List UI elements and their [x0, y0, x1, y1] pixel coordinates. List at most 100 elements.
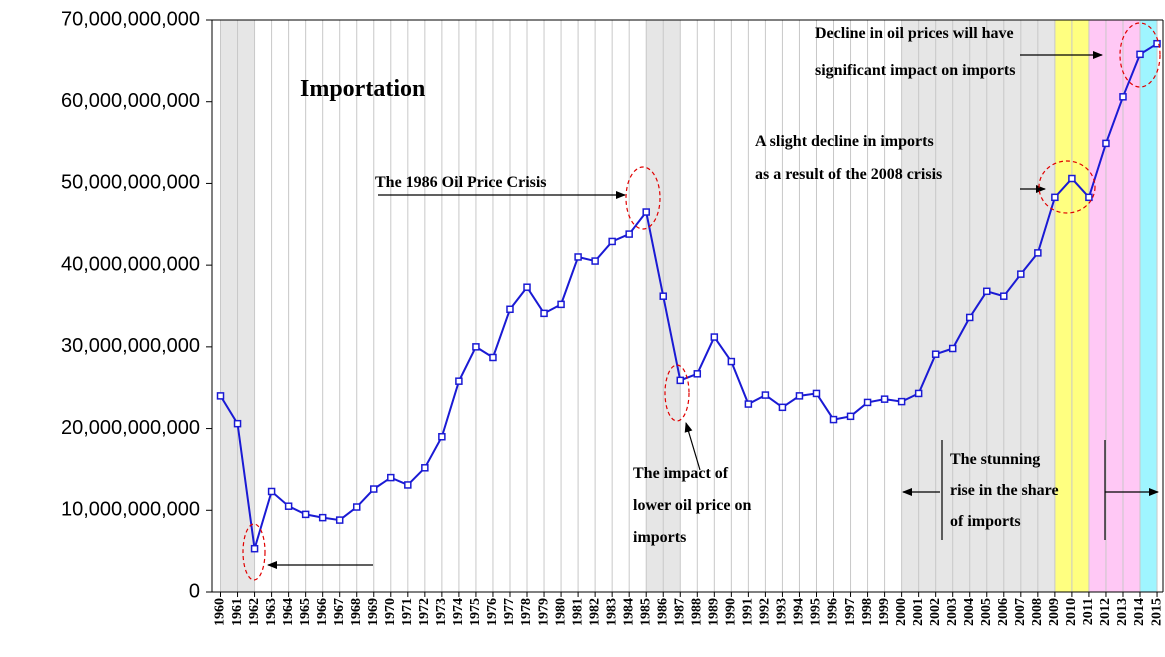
x-tick-label: 1972 [417, 598, 432, 626]
x-tick-label: 1983 [604, 598, 619, 626]
x-tick-label: 2009 [1047, 598, 1062, 626]
x-tick-label: 2010 [1064, 598, 1079, 626]
y-tick-label: 10,000,000,000 [61, 499, 200, 521]
data-point [233, 419, 242, 428]
x-tick-label: 2005 [979, 598, 994, 626]
data-point [812, 389, 821, 398]
data-point [676, 376, 685, 385]
x-tick-label: 1986 [655, 598, 670, 626]
x-tick-label: 1999 [877, 598, 892, 626]
data-point [557, 300, 565, 309]
data-point [1136, 50, 1144, 59]
shaded-region [1088, 20, 1141, 592]
y-tick-label: 20,000,000,000 [61, 417, 200, 439]
highlight-ellipse [664, 364, 690, 422]
x-tick-label: 1982 [587, 598, 602, 626]
data-point [897, 397, 906, 406]
data-point [1068, 174, 1076, 183]
data-point [506, 305, 514, 314]
x-tick-label: 2001 [911, 598, 926, 626]
data-point [965, 313, 974, 322]
data-point [352, 503, 361, 511]
data-point [880, 395, 889, 403]
x-tick-label: 1988 [690, 598, 705, 626]
annotation-shapes [242, 22, 1161, 581]
data-point [1153, 39, 1161, 48]
data-point [404, 481, 412, 489]
data-point [863, 398, 872, 407]
x-tick-label: 1996 [826, 598, 841, 626]
annotation: The 1986 Oil Price Crisis [375, 174, 547, 191]
x-tick-label: 1973 [434, 598, 449, 626]
x-tick-label: 1981 [570, 598, 585, 626]
data-point [489, 353, 497, 362]
arrow [684, 422, 701, 471]
data-point [216, 392, 225, 400]
x-tick-label: 2008 [1030, 598, 1045, 626]
x-tick-label: 2004 [962, 598, 977, 626]
annotation: A slight decline in imports [755, 133, 934, 150]
highlight-ellipse [625, 166, 661, 230]
x-tick-label: 1966 [315, 598, 330, 626]
highlight-ellipse [242, 523, 266, 581]
y-tick-label: 60,000,000,000 [61, 90, 200, 112]
x-tick-label: 1964 [281, 598, 296, 626]
data-point [472, 343, 480, 351]
x-tick-label: 2011 [1081, 598, 1096, 625]
x-tick-label: 1961 [230, 598, 245, 626]
data-point [625, 230, 633, 238]
x-tick-label: 2007 [1013, 598, 1028, 626]
x-tick-label: 2006 [996, 598, 1011, 626]
x-tick-label: 1998 [860, 598, 875, 626]
x-tick-label: 1967 [332, 598, 347, 626]
y-tick-label: 30,000,000,000 [61, 335, 200, 357]
data-point [608, 237, 616, 246]
x-tick-label: 1991 [741, 598, 756, 626]
x-tick-label: 2000 [894, 598, 909, 626]
x-tick-label: 2014 [1132, 598, 1147, 626]
shaded-region [1140, 20, 1158, 592]
annotation: of imports [950, 513, 1021, 530]
annotation: as a result of the 2008 crisis [755, 166, 942, 183]
annotation: The impact of [633, 465, 729, 482]
x-tick-label: 1987 [672, 598, 687, 626]
x-tick-label: 2012 [1098, 598, 1113, 626]
data-point [591, 257, 599, 265]
x-tick-label: 1994 [792, 598, 807, 626]
data-point [387, 473, 395, 482]
annotation: imports [633, 529, 686, 546]
x-tick-label: 1984 [621, 598, 636, 626]
annotation: Decline in oil prices will have [815, 25, 1014, 42]
x-tick-label: 1963 [264, 598, 279, 626]
data-point [948, 344, 957, 353]
annotation: significant impact on imports [815, 62, 1015, 79]
x-tick-label: 1995 [809, 598, 824, 626]
data-point [761, 391, 770, 399]
x-tick-label: 1975 [468, 598, 483, 626]
x-tick-label: 2013 [1115, 598, 1130, 626]
data-point [1119, 93, 1127, 101]
data-point [301, 510, 310, 519]
data-point [1034, 249, 1042, 257]
data-point [523, 283, 531, 291]
x-tick-label: 2015 [1149, 598, 1164, 626]
x-tick-label: 1990 [724, 598, 739, 626]
data-point [1102, 139, 1110, 148]
data-point [914, 389, 923, 398]
data-point [318, 513, 327, 522]
data-point [710, 333, 719, 341]
x-tick-label: 1965 [298, 598, 313, 626]
data-point [335, 516, 344, 524]
highlight-ellipse [1038, 160, 1096, 214]
x-tick-label: 1968 [349, 598, 364, 626]
data-point [727, 357, 736, 366]
data-point [829, 415, 838, 424]
x-tick-label: 1977 [502, 598, 517, 626]
chart-title: Importation [300, 76, 425, 102]
x-tick-label: 1993 [775, 598, 790, 626]
data-point [267, 487, 276, 496]
data-point [693, 370, 702, 378]
data-point [659, 292, 667, 300]
data-point [1051, 193, 1059, 202]
annotation: lower oil price on [633, 497, 751, 514]
